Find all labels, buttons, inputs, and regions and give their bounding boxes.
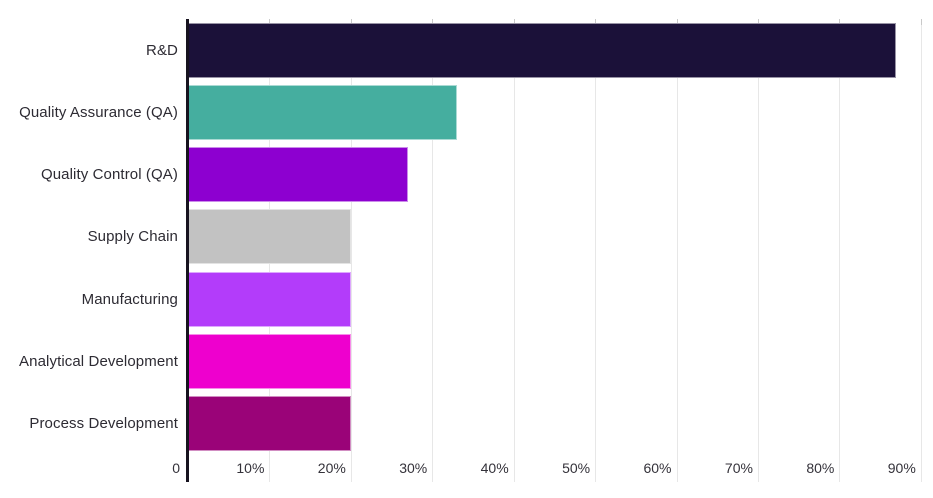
bar-row — [188, 393, 933, 455]
axis-tick-label: 0 — [172, 460, 180, 476]
category-label: Manufacturing — [81, 290, 178, 308]
category-axis: R&D Quality Assurance (QA) Quality Control… — [0, 19, 178, 455]
category-label: Quality Assurance (QA) — [19, 103, 178, 121]
axis-tick-label: 40% — [480, 460, 509, 476]
gridline — [514, 19, 515, 482]
gridline — [677, 19, 678, 482]
axis-tick-mark — [269, 19, 270, 25]
bar-row — [188, 268, 933, 330]
axis-tick-mark — [514, 19, 515, 25]
axis-tick-label: 20% — [317, 460, 346, 476]
plot-area: 0 10% 20% 30% 40% 50% 60% 70% 80% 90% — [172, 19, 933, 482]
gridline — [758, 19, 759, 482]
bar-row — [188, 330, 933, 392]
gridline — [351, 19, 352, 482]
bar-quality-control-qa[interactable] — [188, 147, 408, 203]
axis-tick-mark — [921, 19, 922, 25]
bar-row — [188, 206, 933, 268]
axis-tick-mark — [432, 19, 433, 25]
axis-tick-mark — [758, 19, 759, 25]
gridline — [595, 19, 596, 482]
category-row: Quality Assurance (QA) — [0, 81, 178, 143]
bar-r-d[interactable] — [188, 22, 897, 78]
bar-process-development[interactable] — [188, 396, 351, 452]
axis-tick-label: 50% — [562, 460, 591, 476]
axis-tick-label: 70% — [724, 460, 753, 476]
axis-tick-label: 30% — [399, 460, 428, 476]
gridline — [432, 19, 433, 482]
bar-row — [188, 144, 933, 206]
category-label: Process Development — [29, 415, 178, 433]
gridline — [839, 19, 840, 482]
axis-tick-mark — [839, 19, 840, 25]
category-label: Quality Control (QA) — [40, 166, 178, 184]
category-label: R&D — [146, 41, 178, 59]
axis-tick-mark — [677, 19, 678, 25]
axis-tick-label: 90% — [887, 460, 916, 476]
axis-tick-mark — [351, 19, 352, 25]
category-label: Analytical Development — [19, 353, 178, 371]
category-row: Quality Control (QA) — [0, 144, 178, 206]
axis-tick-label: 10% — [236, 460, 265, 476]
category-row: R&D — [0, 19, 178, 81]
bar-row — [188, 19, 933, 81]
y-axis-line — [186, 19, 189, 482]
gridline — [921, 19, 922, 482]
axis-tick-label: 60% — [643, 460, 672, 476]
category-row: Analytical Development — [0, 330, 178, 392]
bar-manufacturing[interactable] — [188, 271, 351, 327]
bars-layer — [188, 19, 933, 455]
bar-supply-chain[interactable] — [188, 209, 351, 265]
bar-row — [188, 81, 933, 143]
bar-analytical-development[interactable] — [188, 334, 351, 390]
category-label: Supply Chain — [87, 228, 178, 246]
axis-tick-mark — [595, 19, 596, 25]
category-row: Process Development — [0, 393, 178, 455]
axis-tick-label: 80% — [806, 460, 835, 476]
bar-quality-assurance-qa[interactable] — [188, 84, 457, 140]
category-row: Supply Chain — [0, 206, 178, 268]
category-row: Manufacturing — [0, 268, 178, 330]
